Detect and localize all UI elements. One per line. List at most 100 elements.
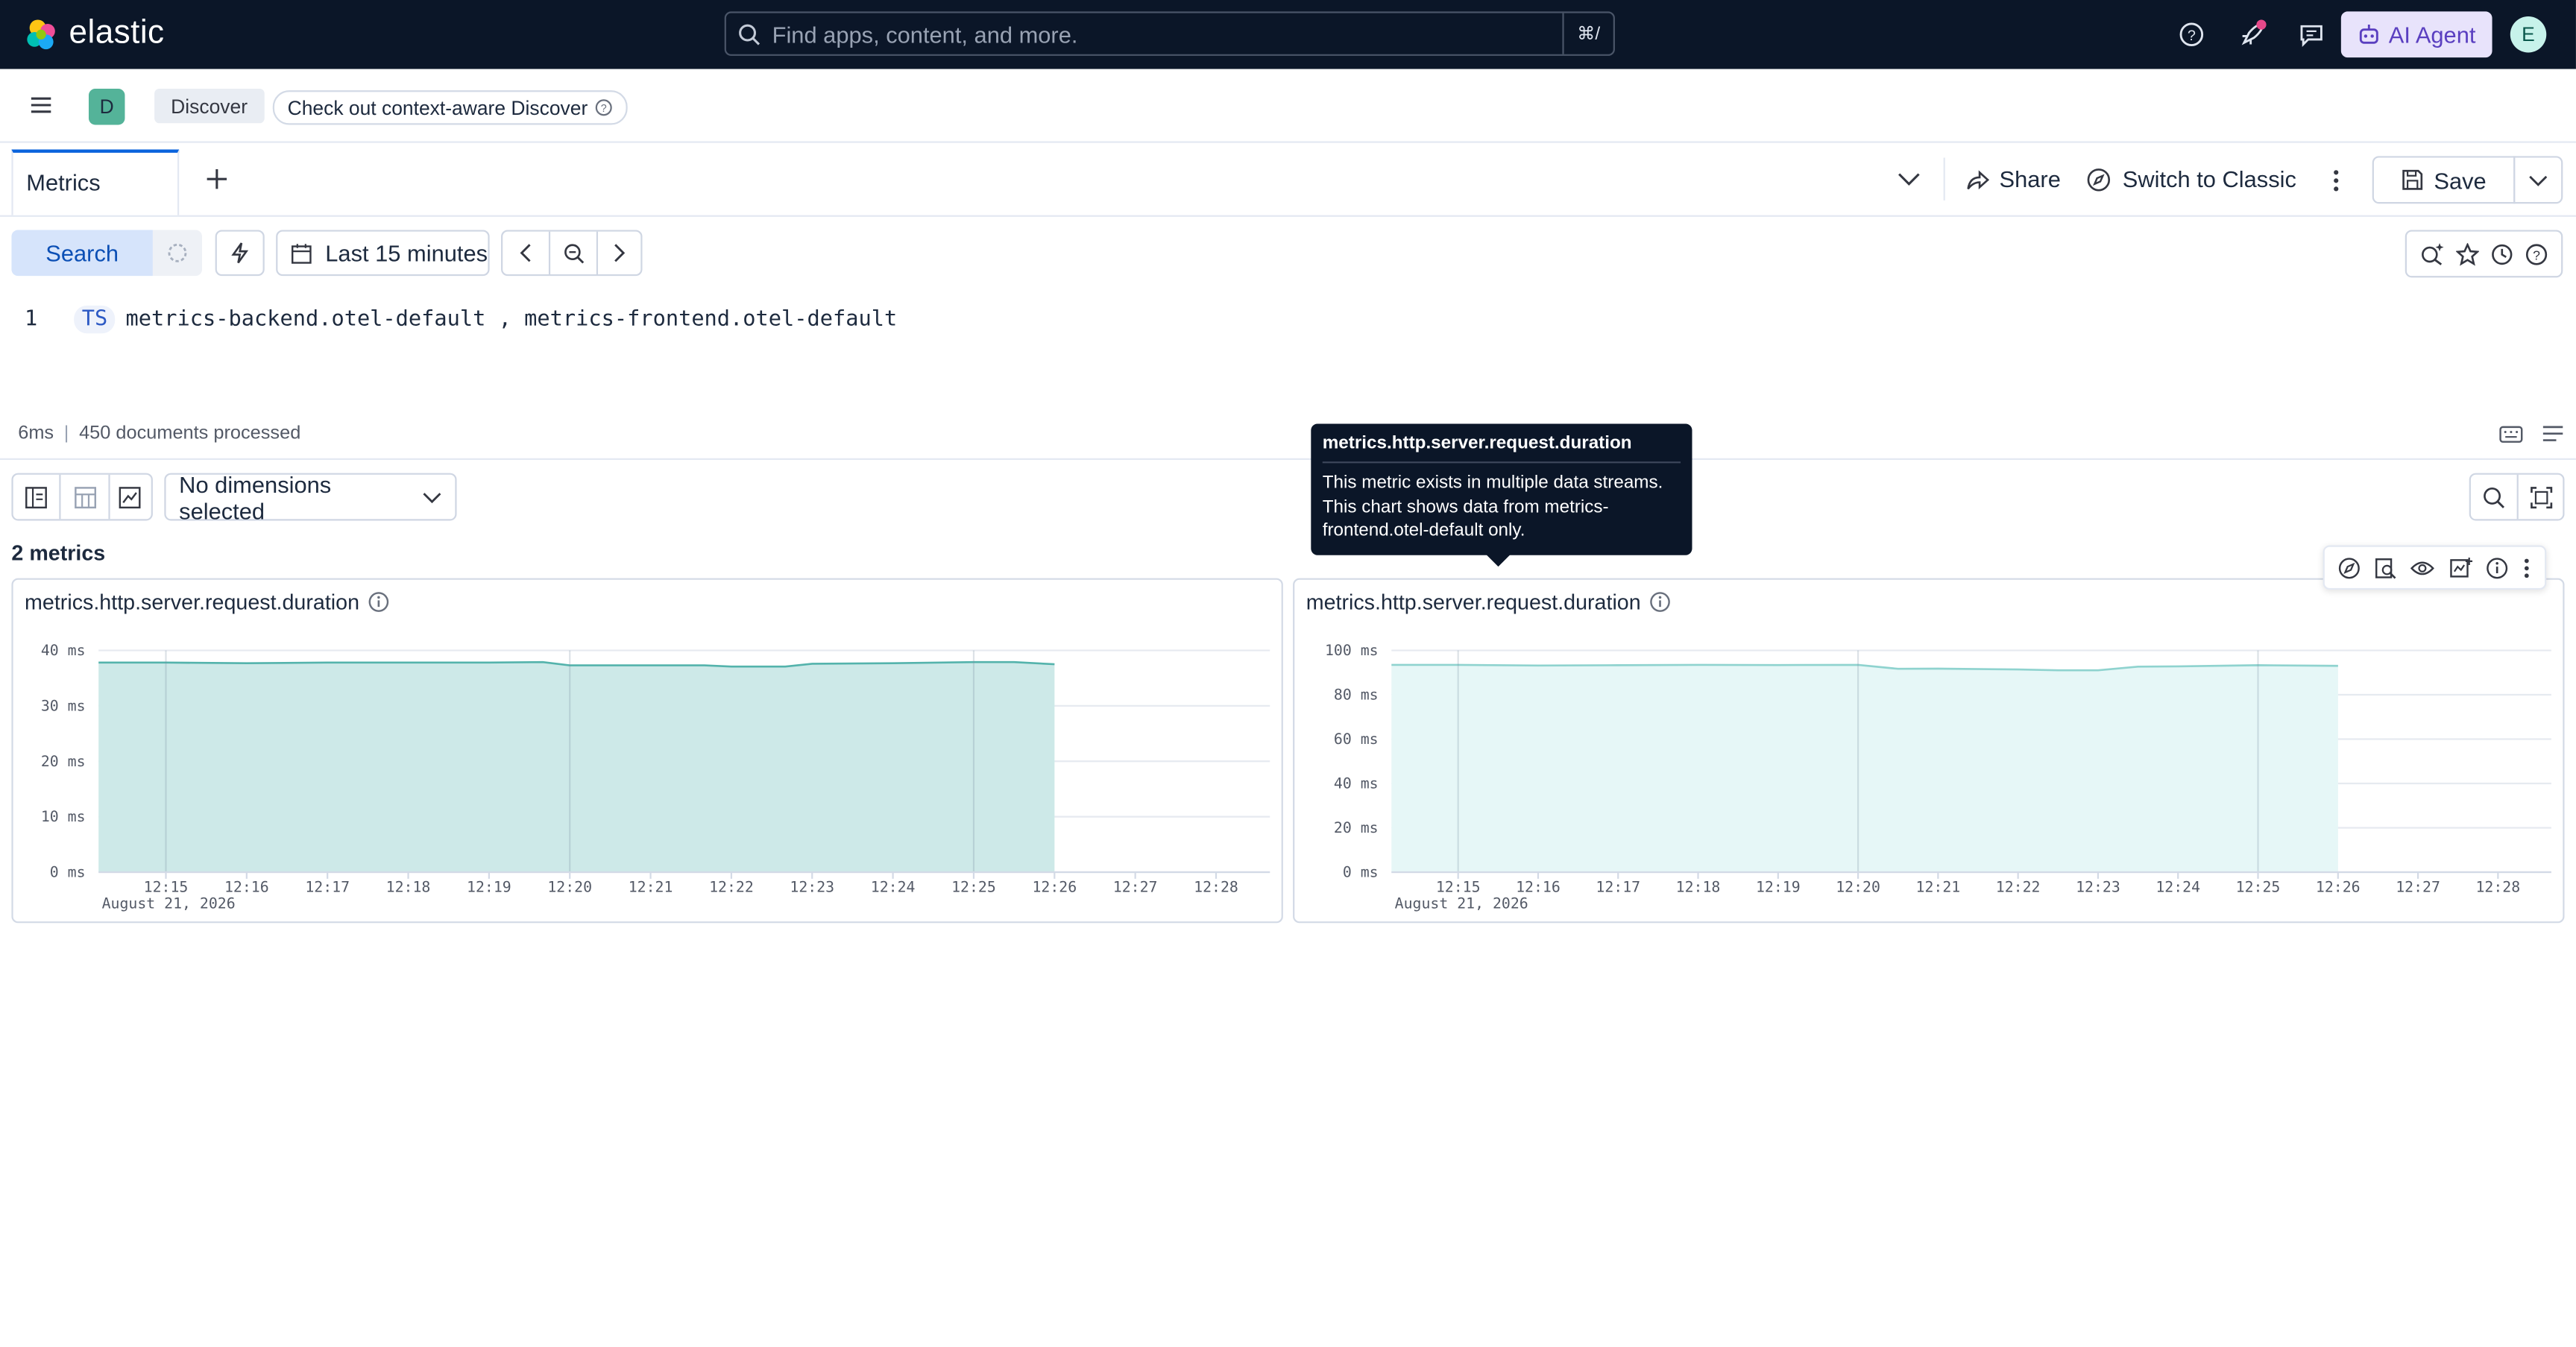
context-aware-discover-link[interactable]: Check out context-aware Discover ?	[272, 90, 628, 125]
layout-option-3[interactable]	[107, 475, 153, 519]
space-avatar[interactable]: D	[88, 88, 125, 125]
x-axis-date-label: August 21, 2026	[102, 895, 236, 912]
svg-text:?: ?	[600, 103, 606, 115]
ai-assistant-icon[interactable]	[2419, 242, 2444, 266]
logo-wordmark: elastic	[69, 14, 165, 51]
y-tick-label: 40 ms	[41, 642, 86, 659]
add-tab-plus-icon[interactable]	[205, 168, 228, 191]
zoom-out-button[interactable]	[548, 231, 599, 274]
switch-to-classic-label: Switch to Classic	[2122, 165, 2296, 192]
fullscreen-icon	[2531, 485, 2553, 508]
query-stats: 6ms | 450 documents processed	[18, 423, 301, 444]
x-tick-label: 12:17	[305, 878, 350, 895]
share-arrow-icon	[1967, 169, 1990, 189]
query-history-icon[interactable]	[2491, 242, 2514, 265]
metric-panel-title: metrics.http.server.request.duration	[25, 590, 389, 614]
help-circle-icon: ?	[595, 99, 612, 116]
grid-actions-group	[2469, 473, 2565, 521]
x-axis-date-label: August 21, 2026	[1395, 895, 1528, 912]
y-tick-label: 20 ms	[1334, 819, 1379, 836]
tabs-menu-chevron-down-icon[interactable]	[1898, 171, 1921, 187]
dimensions-selector[interactable]: No dimensions selected	[164, 470, 457, 523]
esql-command-keyword: TS	[73, 305, 116, 334]
refresh-spinner-icon	[168, 243, 187, 262]
save-button[interactable]: Save	[2372, 156, 2516, 204]
documentation-icon[interactable]	[2542, 423, 2565, 445]
metric-chart-1[interactable]: 0 ms 10 ms 20 ms 30 ms 40 ms 12:15 12:16 12:17 1…	[13, 629, 1282, 921]
save-label: Save	[2434, 166, 2487, 193]
y-tick-label: 0 ms	[50, 864, 86, 881]
global-search-field[interactable]: Find apps, content, and more. ⌘/	[724, 11, 1615, 56]
menu-hamburger-icon[interactable]	[30, 94, 53, 117]
elastic-cluster-icon	[27, 19, 55, 49]
y-tick-label: 40 ms	[1334, 775, 1379, 792]
add-to-dashboard-icon[interactable]	[2449, 556, 2472, 579]
explore-compass-icon[interactable]	[2338, 556, 2361, 579]
ai-agent-button[interactable]: AI Agent	[2340, 11, 2492, 58]
y-tick-label: 30 ms	[41, 698, 86, 715]
x-tick-label: 12:22	[1996, 878, 2041, 895]
search-metrics-button[interactable]	[2471, 474, 2519, 520]
save-disk-icon	[2402, 169, 2422, 190]
search-icon	[739, 24, 760, 45]
eye-icon[interactable]	[2410, 558, 2435, 577]
time-back-button[interactable]	[503, 232, 549, 274]
global-search-placeholder: Find apps, content, and more.	[772, 21, 1078, 48]
inspect-icon[interactable]	[2374, 556, 2397, 579]
time-forward-button[interactable]	[596, 232, 643, 274]
quick-actions-lightning-button[interactable]	[215, 230, 265, 277]
whats-new-rocket-icon[interactable]	[2236, 18, 2269, 51]
dimensions-label: No dimensions selected	[179, 470, 332, 523]
x-tick-label: 12:21	[1916, 878, 1961, 895]
x-tick-label: 12:25	[951, 878, 996, 895]
help-icon[interactable]: ?	[2525, 242, 2548, 265]
metrics-count: 2 metrics	[11, 540, 106, 565]
x-tick-label: 12:28	[2476, 878, 2521, 895]
metric-chart-2[interactable]: 0 ms 20 ms 40 ms 60 ms 80 ms 100 ms 12:15 12:16…	[1294, 629, 2563, 921]
svg-text:?: ?	[2534, 247, 2541, 262]
help-icon[interactable]: ?	[2175, 18, 2208, 51]
save-options-button[interactable]	[2513, 156, 2563, 204]
tab-metrics[interactable]: Metrics	[11, 149, 180, 215]
metric-panel-title-text: metrics.http.server.request.duration	[25, 590, 360, 615]
info-icon[interactable]	[368, 591, 389, 613]
y-tick-label: 20 ms	[41, 753, 86, 770]
metric-panel-2[interactable]: metrics.http.server.request.duration 0 m…	[1293, 578, 2565, 924]
chevron-down-icon	[2529, 174, 2548, 186]
breadcrumb-discover[interactable]: Discover	[154, 88, 265, 124]
x-tick-label: 12:19	[467, 878, 511, 895]
time-range-picker[interactable]: Last 15 minutes	[276, 230, 490, 277]
layout-option-2[interactable]	[59, 474, 110, 520]
y-tick-label: 60 ms	[1334, 731, 1379, 748]
more-actions-vertical-dots-icon[interactable]	[2329, 168, 2343, 194]
multi-stream-tooltip: metrics.http.server.request.duration Thi…	[1311, 423, 1692, 555]
esql-editor[interactable]: 1 TS metrics-backend.otel-default , metric…	[25, 305, 898, 334]
info-icon[interactable]	[2485, 556, 2508, 579]
y-tick-label: 100 ms	[1325, 642, 1379, 659]
share-button[interactable]: Share	[1965, 166, 2061, 192]
tab-metrics-label: Metrics	[26, 168, 101, 196]
info-icon[interactable]	[1649, 591, 1671, 613]
tab-bar	[0, 143, 2576, 217]
ai-agent-label: AI Agent	[2388, 21, 2476, 48]
keyboard-shortcuts-icon[interactable]	[2498, 423, 2523, 445]
auto-refresh-button[interactable]	[152, 230, 203, 277]
metric-panel-1[interactable]: metrics.http.server.request.duration 0 m…	[11, 578, 1283, 924]
x-tick-label: 12:20	[1836, 878, 1880, 895]
more-options-vertical-dots-icon[interactable]	[2522, 556, 2531, 579]
lightning-icon	[231, 242, 249, 264]
switch-to-classic-button[interactable]: Switch to Classic	[2086, 166, 2296, 192]
panel-hover-actions	[2323, 545, 2547, 590]
toolbar-divider	[1943, 157, 1945, 201]
user-avatar[interactable]: E	[2510, 16, 2547, 53]
esql-sources: metrics-backend.otel-default , metrics-f…	[125, 307, 898, 332]
star-icon[interactable]	[2455, 242, 2479, 265]
tooltip-body: This metric exists in multiple data stre…	[1322, 473, 1663, 540]
elastic-logo[interactable]: elastic	[23, 15, 165, 53]
fullscreen-button[interactable]	[2519, 475, 2565, 519]
search-submit-button[interactable]: Search	[11, 230, 153, 277]
table-layout-icon	[74, 486, 95, 508]
layout-option-1[interactable]	[13, 475, 60, 519]
context-aware-discover-label: Check out context-aware Discover	[287, 95, 588, 119]
feedback-chat-icon[interactable]	[2295, 18, 2328, 51]
